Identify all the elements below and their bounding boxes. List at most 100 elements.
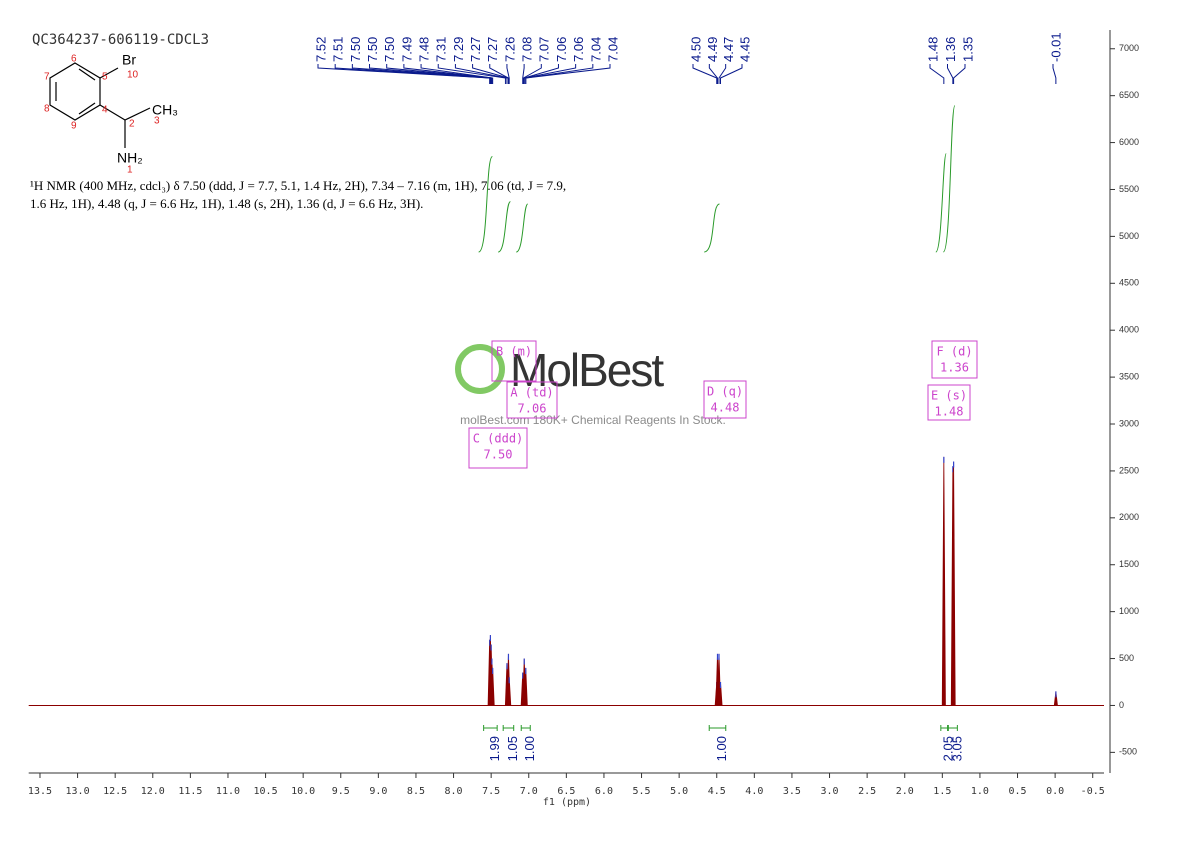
x-tick-label: 3.5 xyxy=(783,786,801,797)
x-tick-label: 9.5 xyxy=(332,786,350,797)
integral-bracket xyxy=(520,725,531,731)
peak-label: 7.48 xyxy=(416,37,431,62)
peak-label-connector xyxy=(403,64,493,84)
peak-label-connector xyxy=(522,64,542,84)
multiplet-box xyxy=(506,381,558,419)
multiplet-name: F (d) xyxy=(936,345,972,359)
x-tick-label: 5.0 xyxy=(670,786,688,797)
peak-label-connector xyxy=(525,64,611,84)
y-tick-label: 2500 xyxy=(1119,465,1139,475)
integral-curve xyxy=(497,201,511,253)
x-tick-label: 4.5 xyxy=(708,786,726,797)
peak-label: 7.04 xyxy=(605,37,620,62)
integral-value: 1.05 xyxy=(505,736,520,761)
peak-label: 4.47 xyxy=(721,37,736,62)
peak-label: 7.04 xyxy=(588,37,603,62)
y-tick-label: 3000 xyxy=(1119,418,1139,428)
x-tick-label: 10.0 xyxy=(291,786,315,797)
peak-label: 7.27 xyxy=(468,37,483,62)
locant: 7 xyxy=(44,72,50,83)
x-tick-label: 1.0 xyxy=(971,786,989,797)
locant: 8 xyxy=(44,104,50,115)
peak-label-connector xyxy=(953,64,966,84)
peak-label-connector xyxy=(454,64,508,84)
watermark-caption: molBest.com 180K+ Chemical Reagents In S… xyxy=(460,413,726,427)
peak-label-connector xyxy=(334,64,491,84)
x-tick-label: 11.0 xyxy=(216,786,240,797)
peak-label: 1.35 xyxy=(960,37,975,62)
peak-label-connector xyxy=(420,64,494,84)
x-tick-label: 1.5 xyxy=(933,786,951,797)
peak-label-connector xyxy=(1052,64,1057,84)
integral-curve xyxy=(478,155,493,253)
x-tick-label: 10.5 xyxy=(254,786,278,797)
locant: 1 xyxy=(127,165,133,176)
integral-curve xyxy=(515,203,529,253)
peak-label: 7.49 xyxy=(399,37,414,62)
nmr-description: 1.6 Hz, 1H), 4.48 (q, J = 6.6 Hz, 1H), 1… xyxy=(30,196,423,211)
nmr-description: ¹H NMR (400 MHz, cdcl₃) δ 7.50 (ddd, J =… xyxy=(30,178,566,193)
peak-label: 4.50 xyxy=(688,37,703,62)
multiplet-box xyxy=(468,427,528,469)
peak-label: 7.27 xyxy=(485,37,500,62)
y-tick-label: 7000 xyxy=(1119,43,1139,53)
integral-bracket xyxy=(940,725,949,731)
peak-label-connector xyxy=(489,64,509,84)
integral-value: 3.05 xyxy=(949,736,964,761)
peak-label: -0.01 xyxy=(1048,32,1063,62)
x-tick-label: 4.0 xyxy=(745,786,763,797)
integral-curve xyxy=(942,105,956,253)
peak-label-connector xyxy=(929,64,945,84)
x-tick-label: 13.0 xyxy=(66,786,90,797)
peak-label-connector xyxy=(522,64,525,84)
peak-label-connector xyxy=(506,64,510,84)
y-tick-label: 6500 xyxy=(1119,90,1139,100)
integral-bracket xyxy=(483,725,498,731)
bond xyxy=(124,107,151,121)
multiplet-box xyxy=(931,340,978,379)
multiplet-name: C (ddd) xyxy=(473,432,524,446)
atom-label: Br xyxy=(122,52,136,68)
x-tick-label: 7.0 xyxy=(520,786,538,797)
peak-label: 7.50 xyxy=(348,37,363,62)
peak-label: 7.50 xyxy=(365,37,380,62)
peak-label: 7.52 xyxy=(313,37,328,62)
peak-label: 4.49 xyxy=(705,37,720,62)
bond xyxy=(99,104,126,121)
multiplet-name: E (s) xyxy=(931,389,967,403)
peak-label-connector xyxy=(437,64,506,84)
y-tick-label: 3500 xyxy=(1119,371,1139,381)
peak-label-connector xyxy=(386,64,492,84)
multiplet-name: D (q) xyxy=(707,385,743,399)
integral-curve xyxy=(704,203,720,253)
x-tick-label: 8.5 xyxy=(407,786,425,797)
locant: 9 xyxy=(71,121,77,132)
x-tick-label: 6.0 xyxy=(595,786,613,797)
x-tick-label: 11.5 xyxy=(178,786,202,797)
multiplet-shift: 7.06 xyxy=(518,402,547,416)
x-tick-label: 2.5 xyxy=(858,786,876,797)
y-tick-label: 4500 xyxy=(1119,278,1139,288)
y-tick-label: 5500 xyxy=(1119,184,1139,194)
peak-label-connector xyxy=(317,64,491,84)
integral-value: 1.00 xyxy=(714,736,729,761)
peak-label-connector xyxy=(718,64,727,84)
peak-label: 7.26 xyxy=(502,37,517,62)
peak-label-connector xyxy=(720,64,743,84)
x-tick-label: 0.0 xyxy=(1046,786,1064,797)
multiplet-name: A (td) xyxy=(510,386,553,400)
x-tick-label: 13.5 xyxy=(28,786,52,797)
locant: 4 xyxy=(102,105,108,116)
integral-bracket xyxy=(947,725,958,731)
double-bond xyxy=(78,102,96,115)
x-tick-label: 9.0 xyxy=(369,786,387,797)
x-tick-label: 0.5 xyxy=(1008,786,1026,797)
locant: 10 xyxy=(127,70,139,81)
locant: 2 xyxy=(129,119,135,130)
multiplet-box xyxy=(927,384,971,421)
integral-bracket xyxy=(708,725,727,731)
atom-label: CH₃ xyxy=(152,102,178,118)
y-tick-label: 2000 xyxy=(1119,512,1139,522)
peak-label: 4.45 xyxy=(737,37,752,62)
watermark-logo xyxy=(455,344,505,394)
